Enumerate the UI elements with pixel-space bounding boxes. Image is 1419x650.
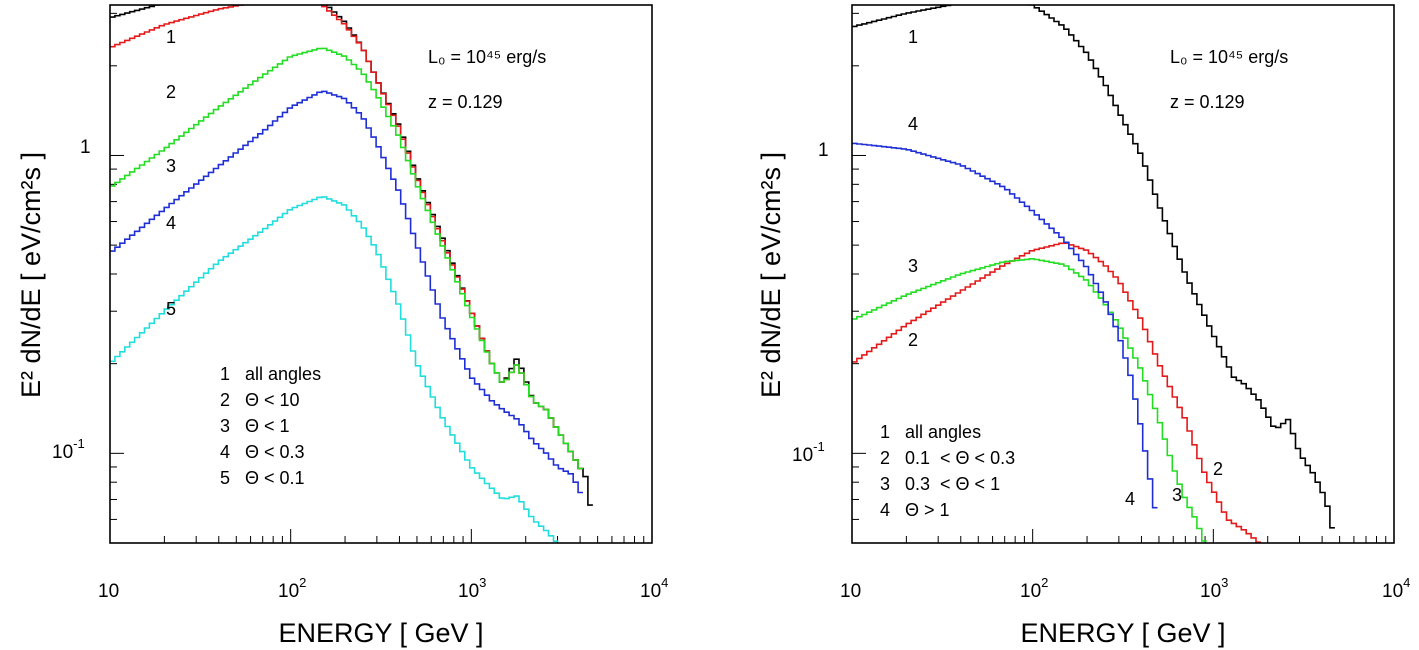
right-curve-label-1: 1 (908, 27, 918, 47)
right-luminosity-annotation: L₀ = 10⁴⁵ erg/s (1170, 47, 1288, 67)
left-legend-entry-1: 1 all angles (220, 364, 321, 384)
left-luminosity-annotation: L₀ = 10⁴⁵ erg/s (428, 47, 546, 67)
left-legend: 1 all angles 2 Θ < 10 3 Θ < 1 4 Θ < 0.3 … (220, 364, 321, 488)
left-xtick-label-100: 102 (278, 575, 306, 602)
right-legend-entry-3: 3 0.3 < Θ < 1 (880, 474, 1000, 494)
right-curve-label-3: 3 (908, 256, 918, 276)
right-series-2-line (852, 242, 1261, 543)
right-minor-ticks (851, 12, 1387, 544)
right-curve-end-label-4: 4 (1125, 489, 1135, 509)
left-xtick-label-10: 10 (98, 581, 119, 602)
left-curve-label-4: 4 (166, 213, 176, 233)
left-legend-entry-4: 4 Θ < 0.3 (220, 442, 305, 462)
right-plot-frame (851, 4, 1395, 544)
right-xtick-label-1000: 103 (1200, 575, 1228, 602)
left-chart: 1 2 3 4 5 L₀ = 10⁴⁵ erg/s z = 0.129 1 al… (16, 4, 668, 648)
left-series (110, 5, 593, 542)
left-curve-label-3: 3 (166, 156, 176, 176)
right-curve-label-2: 2 (908, 330, 918, 350)
left-ytick-label-1: 1 (80, 137, 91, 158)
right-x-axis-title: ENERGY [ GeV ] (1020, 618, 1225, 648)
right-curve-end-label-2: 2 (1213, 459, 1223, 479)
right-legend: 1 all angles 2 0.1 < Θ < 0.3 3 0.3 < Θ <… (880, 422, 1015, 520)
right-curve-label-4: 4 (908, 114, 918, 134)
right-series-1-line (852, 5, 1335, 529)
right-legend-entry-4: 4 Θ > 1 (880, 500, 950, 520)
right-y-axis-title: E² dN/dE [ eV/cm²s ] (756, 152, 786, 398)
left-minor-ticks (109, 12, 645, 544)
left-redshift-annotation: z = 0.129 (428, 92, 503, 112)
left-xtick-label-10000: 104 (640, 575, 668, 602)
left-x-axis-title: ENERGY [ GeV ] (278, 618, 483, 648)
left-curve-label-1: 1 (166, 27, 176, 47)
left-y-axis-title: E² dN/dE [ eV/cm²s ] (16, 152, 46, 398)
right-xtick-label-10000: 104 (1382, 575, 1410, 602)
left-legend-entry-5: 5 Θ < 0.1 (220, 468, 305, 488)
left-series-1-line (110, 5, 593, 506)
right-ytick-label-1: 1 (818, 140, 829, 161)
right-ytick-label-0.1: 10-1 (792, 439, 825, 466)
right-legend-entry-2: 2 0.1 < Θ < 0.3 (880, 448, 1015, 468)
left-series-3-line (110, 47, 583, 470)
left-xtick-label-1000: 103 (458, 575, 486, 602)
left-series-4-line (110, 90, 583, 494)
right-chart: 1 4 3 2 4 3 2 L₀ = 10⁴⁵ erg/s z = 0.129 … (756, 4, 1410, 648)
left-ytick-label-0.1: 10-1 (52, 436, 85, 463)
right-legend-entry-1: 1 all angles (880, 422, 981, 442)
left-series-5-line (110, 196, 559, 542)
left-curve-label-5: 5 (166, 299, 176, 319)
right-series-3-line (852, 258, 1207, 542)
left-curve-label-2: 2 (166, 82, 176, 102)
left-series-2-line (110, 5, 583, 470)
left-plot-frame (109, 4, 653, 544)
right-series-4-line (852, 142, 1158, 509)
right-xtick-label-100: 102 (1020, 575, 1048, 602)
right-series (852, 5, 1335, 543)
right-curve-end-label-3: 3 (1172, 485, 1182, 505)
left-legend-entry-2: 2 Θ < 10 (220, 390, 300, 410)
right-xtick-label-10: 10 (840, 581, 861, 602)
right-redshift-annotation: z = 0.129 (1170, 92, 1245, 112)
left-legend-entry-3: 3 Θ < 1 (220, 416, 290, 436)
